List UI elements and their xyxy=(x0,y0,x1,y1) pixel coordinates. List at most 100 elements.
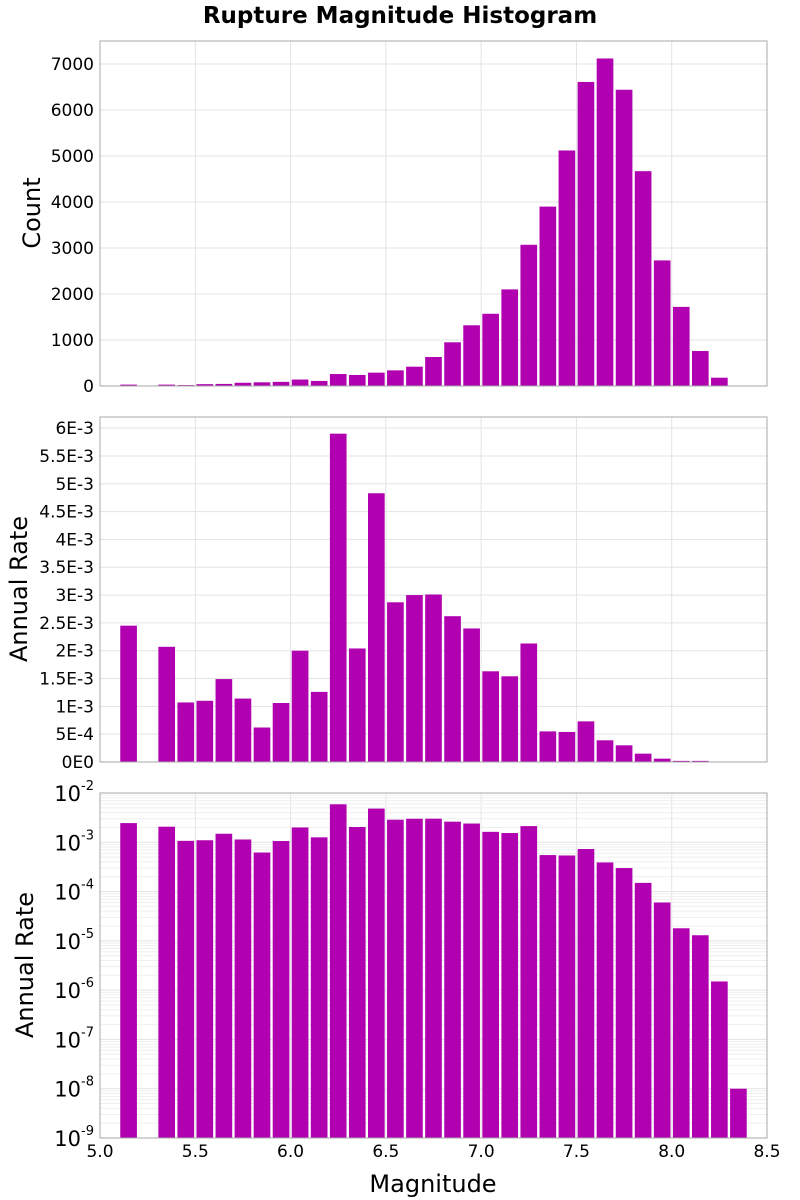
rate-y-tick-label: 5E-4 xyxy=(55,725,94,745)
magnitude-x-tick-label: 8.0 xyxy=(658,1142,685,1162)
log-rate-bar xyxy=(387,819,404,1138)
rate-y-tick-label: 4.5E-3 xyxy=(39,503,94,523)
rate-bar xyxy=(406,595,423,762)
log-rate-y-tick-label: 10-2 xyxy=(54,779,94,806)
rate-y-tick-label: 0E0 xyxy=(62,753,94,773)
log-rate-bar xyxy=(711,981,728,1138)
log-rate-bar xyxy=(539,855,557,1138)
count-bar xyxy=(520,244,538,386)
count-bar xyxy=(634,171,652,386)
rate-bar xyxy=(482,671,499,762)
log-rate-bar xyxy=(596,862,614,1138)
count-bar xyxy=(348,374,366,386)
rate-bar xyxy=(215,679,233,762)
count-y-tick-label: 1000 xyxy=(51,331,94,351)
log-rate-bar xyxy=(291,827,309,1138)
count-bar xyxy=(310,380,328,386)
count-bar xyxy=(711,377,728,386)
count-bar xyxy=(234,382,252,386)
log-rate-bar xyxy=(634,882,652,1138)
count-y-tick-label: 2000 xyxy=(51,285,94,305)
rate-bar xyxy=(310,691,328,762)
log-rate-y-tick-label: 10-3 xyxy=(54,828,94,855)
count-y-tick-label: 5000 xyxy=(51,147,94,167)
log-rate-bar xyxy=(348,827,366,1138)
log-rate-bar xyxy=(520,826,538,1138)
count-bar xyxy=(444,342,461,386)
rate-bar xyxy=(158,646,176,762)
log-rate-bar xyxy=(368,808,385,1138)
log-rate-histogram-panel: 10-9 10-8 10-7 10-6 10-5 10-4 10-3 10-2 5.0 5.5 6… xyxy=(11,779,781,1198)
log-rate-y-tick-label: 10-9 xyxy=(54,1124,94,1151)
log-rate-bar xyxy=(234,839,252,1138)
log-rate-bar xyxy=(672,928,690,1138)
count-bar xyxy=(596,58,614,386)
count-grid xyxy=(100,41,767,387)
rate-bar xyxy=(501,676,519,762)
rate-y-ticks: 0E0 5E-4 1E-3 1.5E-3 2E-3 2.5E-3 3E-3 3.5E-3 4E-… xyxy=(39,419,94,773)
rate-bar xyxy=(177,702,195,762)
count-bar xyxy=(577,81,595,386)
rate-bar xyxy=(577,721,595,762)
count-y-tick-label: 3000 xyxy=(51,239,94,259)
rate-bar xyxy=(463,628,480,762)
log-rate-y-axis-label: Annual Rate xyxy=(11,892,39,1038)
log-rate-bar xyxy=(215,833,233,1138)
count-bar xyxy=(196,384,214,386)
rate-y-tick-label: 6E-3 xyxy=(55,419,94,439)
log-rate-bar xyxy=(329,804,347,1138)
count-y-tick-label: 4000 xyxy=(51,193,94,213)
log-rate-bars xyxy=(120,804,747,1138)
count-y-tick-label: 0 xyxy=(83,377,94,397)
magnitude-x-ticks: 5.0 5.5 6.0 6.5 7.0 7.5 8.0 8.5 xyxy=(86,1142,780,1162)
rate-y-tick-label: 2.5E-3 xyxy=(39,614,94,634)
magnitude-x-tick-label: 5.0 xyxy=(86,1142,113,1162)
log-rate-bar xyxy=(577,849,595,1138)
count-bar xyxy=(558,150,576,386)
count-y-tick-label: 7000 xyxy=(51,55,94,75)
log-rate-y-tick-label: 10-4 xyxy=(54,878,94,905)
count-bar xyxy=(539,206,557,386)
rate-bar xyxy=(653,758,671,762)
log-rate-bar xyxy=(730,1088,747,1138)
count-y-ticks: 0 1000 2000 3000 4000 5000 6000 7000 xyxy=(51,55,94,397)
count-bar xyxy=(615,89,633,386)
count-bar xyxy=(272,381,290,386)
count-bar xyxy=(291,379,309,386)
count-plot-frame xyxy=(99,40,768,387)
rate-bar xyxy=(615,745,633,762)
rate-bar xyxy=(691,760,709,762)
rate-bar xyxy=(444,616,461,762)
rate-bar xyxy=(539,731,557,762)
rate-y-tick-label: 1.5E-3 xyxy=(39,670,94,690)
magnitude-x-tick-label: 6.5 xyxy=(372,1142,399,1162)
log-rate-bar xyxy=(253,852,271,1138)
count-y-tick-label: 6000 xyxy=(51,101,94,121)
log-rate-y-tick-label: 10-7 xyxy=(54,1025,94,1052)
log-rate-bar xyxy=(272,841,290,1138)
log-rate-bar xyxy=(158,826,176,1138)
count-bar xyxy=(653,260,671,386)
count-bar xyxy=(406,366,423,386)
magnitude-x-tick-label: 7.0 xyxy=(468,1142,495,1162)
rate-y-tick-label: 3E-3 xyxy=(55,586,94,606)
log-rate-bar xyxy=(691,935,709,1138)
magnitude-x-tick-label: 6.0 xyxy=(277,1142,304,1162)
count-bar xyxy=(501,289,519,386)
log-rate-plot-frame xyxy=(99,792,768,1139)
count-bar xyxy=(120,384,137,386)
log-rate-bar xyxy=(120,823,137,1138)
count-bar xyxy=(672,306,690,386)
log-rate-bar xyxy=(444,821,461,1138)
count-bar xyxy=(253,382,271,386)
rate-bar xyxy=(425,594,442,762)
rate-bar xyxy=(120,625,137,762)
log-rate-bar xyxy=(501,833,519,1138)
rate-plot-frame xyxy=(99,416,768,763)
count-histogram-panel: 0 1000 2000 3000 4000 5000 6000 7000 Count xyxy=(18,40,768,397)
rate-y-tick-label: 5E-3 xyxy=(55,475,94,495)
magnitude-x-tick-label: 7.5 xyxy=(563,1142,590,1162)
count-y-axis-label: Count xyxy=(18,177,46,248)
